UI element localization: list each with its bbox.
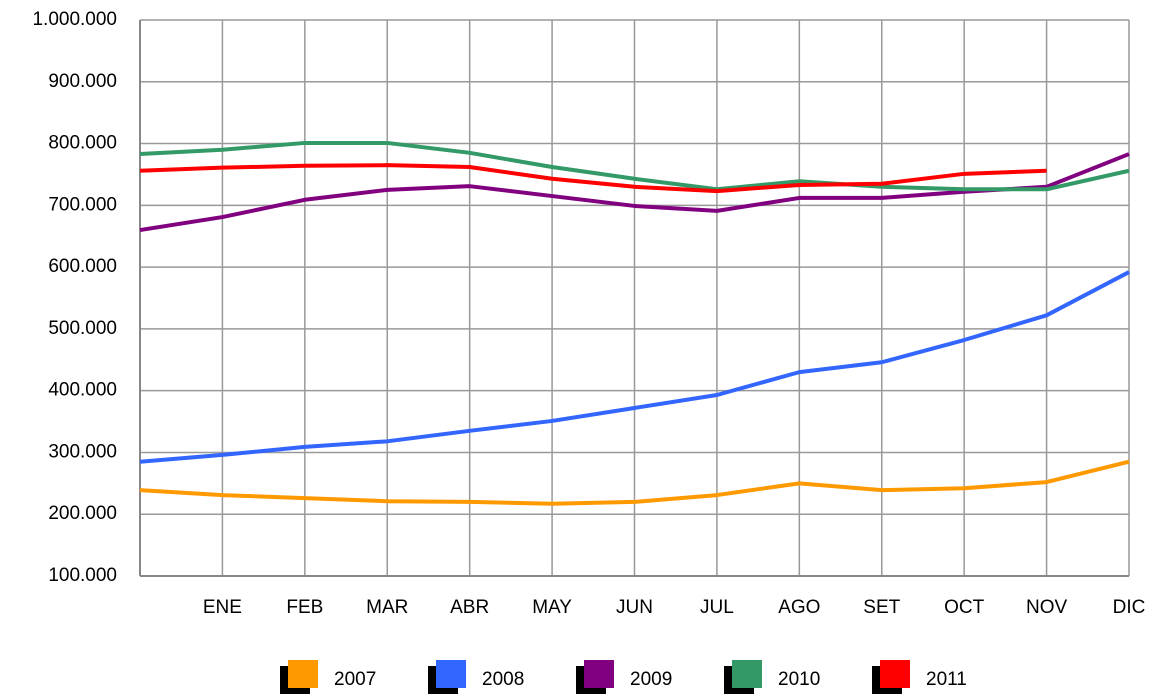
legend-swatch xyxy=(584,660,614,688)
x-tick-label: MAY xyxy=(532,597,572,618)
x-tick-label: AGO xyxy=(778,597,820,618)
legend-swatch xyxy=(880,660,910,688)
legend-swatch xyxy=(732,660,762,688)
y-tick-label: 400.000 xyxy=(48,380,117,401)
x-tick-label: JUL xyxy=(700,597,734,618)
series-line xyxy=(139,163,1047,194)
y-tick-label: 900.000 xyxy=(48,71,117,92)
y-tick-label: 300.000 xyxy=(48,441,117,462)
series-line xyxy=(139,152,1130,233)
y-tick-label: 700.000 xyxy=(48,194,117,215)
legend-label: 2010 xyxy=(778,669,820,690)
x-tick-label: SET xyxy=(863,597,900,618)
x-tick-label: MAR xyxy=(366,597,408,618)
legend-label: 2011 xyxy=(926,669,967,690)
legend-swatch xyxy=(436,660,466,688)
y-tick-label: 100.000 xyxy=(48,565,117,586)
legend-label: 2007 xyxy=(334,669,376,690)
y-tick-label: 600.000 xyxy=(48,256,117,277)
x-tick-label: FEB xyxy=(286,597,323,618)
series-line xyxy=(139,459,1130,506)
x-tick-label: DIC xyxy=(1113,597,1146,618)
y-tick-label: 1.000.000 xyxy=(32,9,117,30)
legend-label: 2008 xyxy=(482,669,524,690)
legend-swatch xyxy=(288,660,318,688)
y-tick-label: 200.000 xyxy=(48,503,117,524)
legend-label: 2009 xyxy=(630,669,672,690)
y-tick-label: 800.000 xyxy=(48,133,117,154)
x-tick-label: ENE xyxy=(203,597,242,618)
y-tick-label: 500.000 xyxy=(48,318,117,339)
x-tick-label: ABR xyxy=(450,597,489,618)
x-tick-label: JUN xyxy=(616,597,653,618)
series-line xyxy=(139,140,1130,192)
x-tick-label: OCT xyxy=(944,597,985,618)
series-line xyxy=(139,270,1130,464)
x-tick-label: NOV xyxy=(1026,597,1068,618)
